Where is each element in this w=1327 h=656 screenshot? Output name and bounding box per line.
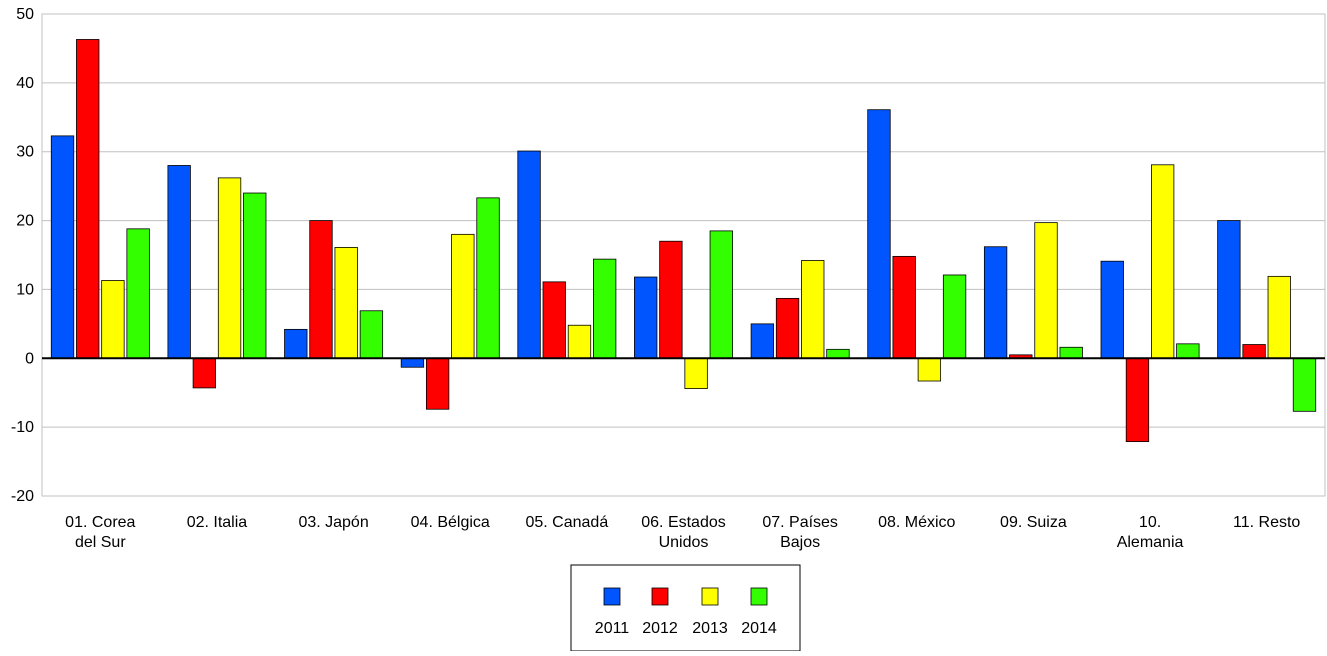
bar-2014 bbox=[126, 228, 150, 359]
bar-2013 bbox=[801, 260, 825, 359]
bar-2011 bbox=[167, 165, 191, 359]
bar-2014 bbox=[709, 230, 733, 359]
bar-2013 bbox=[1034, 222, 1058, 359]
bar-2011 bbox=[284, 328, 308, 359]
bar-2014 bbox=[593, 258, 617, 359]
x-tick-label: del Sur bbox=[75, 534, 126, 551]
legend-swatch-2011 bbox=[603, 587, 621, 606]
y-axis-tick-labels: -20 -10 0 10 20 30 40 50 bbox=[11, 6, 34, 505]
x-tick-label: Bajos bbox=[780, 534, 820, 551]
bar-2013 bbox=[1267, 275, 1291, 359]
legend-swatch-2012 bbox=[651, 587, 669, 606]
bar-2013 bbox=[567, 324, 592, 359]
y-tick-label: 20 bbox=[16, 213, 34, 230]
y-tick-label: 0 bbox=[25, 350, 34, 367]
bar-2014 bbox=[243, 192, 267, 359]
x-tick-label: 05. Canadá bbox=[525, 514, 608, 531]
bar-2012 bbox=[659, 240, 683, 359]
bar-2012 bbox=[192, 357, 217, 389]
bar-2011 bbox=[867, 109, 891, 359]
bar-2012 bbox=[1242, 344, 1266, 359]
bar-2014 bbox=[1292, 357, 1317, 412]
x-axis-tick-labels: 01. Corea del Sur 02. Italia 03. Japón 04. B… bbox=[65, 514, 1300, 551]
x-tick-label: 11. Resto bbox=[1233, 514, 1300, 531]
bar-2013 bbox=[684, 357, 708, 389]
bar-2014 bbox=[1176, 343, 1200, 359]
bar-2014 bbox=[826, 348, 850, 359]
bar-2011 bbox=[1100, 260, 1124, 359]
x-tick-label: 02. Italia bbox=[187, 514, 248, 531]
legend-label: 2012 bbox=[642, 620, 678, 637]
x-tick-label: Alemania bbox=[1117, 534, 1184, 551]
legend: 2011 2012 2013 2014 bbox=[570, 564, 801, 652]
bar-2011 bbox=[983, 246, 1008, 359]
y-tick-label: 40 bbox=[16, 75, 34, 92]
x-tick-label: 10. bbox=[1139, 514, 1161, 531]
bar-2014 bbox=[1059, 346, 1083, 359]
x-tick-label: 06. Estados bbox=[641, 514, 726, 531]
legend-label: 2014 bbox=[741, 620, 777, 637]
x-tick-label: 01. Corea bbox=[65, 514, 135, 531]
legend-swatch-2013 bbox=[701, 587, 719, 606]
bars bbox=[50, 39, 1317, 443]
bar-2014 bbox=[942, 274, 967, 359]
bar-2011 bbox=[634, 276, 658, 359]
legend-box bbox=[570, 564, 801, 652]
bar-2012 bbox=[892, 255, 916, 359]
x-tick-label: 04. Bélgica bbox=[411, 514, 490, 531]
bar-2012 bbox=[425, 357, 450, 410]
bar-2011 bbox=[50, 135, 75, 359]
x-tick-label: 07. Países bbox=[762, 514, 838, 531]
legend-swatch-2014 bbox=[750, 587, 768, 606]
bar-2013 bbox=[334, 247, 358, 359]
bar-2013 bbox=[101, 280, 125, 359]
y-tick-label: -10 bbox=[11, 419, 34, 436]
bar-2011 bbox=[517, 150, 541, 359]
bar-2012 bbox=[1125, 357, 1150, 443]
y-tick-label: 30 bbox=[16, 144, 34, 161]
bar-2013 bbox=[217, 177, 242, 359]
bar-2012 bbox=[542, 281, 566, 359]
x-tick-label: 09. Suiza bbox=[1000, 514, 1067, 531]
bar-2013 bbox=[1151, 164, 1175, 359]
bar-2011 bbox=[1217, 220, 1241, 359]
bar-2013 bbox=[451, 233, 475, 359]
bar-2014 bbox=[359, 310, 384, 359]
legend-label: 2011 bbox=[595, 620, 630, 637]
bar-2014 bbox=[476, 197, 500, 359]
bar-2011 bbox=[400, 357, 425, 368]
bar-2012 bbox=[309, 220, 333, 359]
bar-2011 bbox=[750, 323, 774, 359]
bar-2012 bbox=[775, 297, 800, 359]
x-tick-label: 08. México bbox=[878, 514, 955, 531]
bar-2012 bbox=[76, 39, 100, 359]
bar-2013 bbox=[917, 357, 942, 382]
y-tick-label: 50 bbox=[16, 6, 34, 23]
x-tick-label: Unidos bbox=[659, 534, 709, 551]
y-tick-label: -20 bbox=[11, 488, 34, 505]
legend-label: 2013 bbox=[692, 620, 728, 637]
y-tick-label: 10 bbox=[16, 281, 34, 298]
x-tick-label: 03. Japón bbox=[298, 514, 368, 531]
